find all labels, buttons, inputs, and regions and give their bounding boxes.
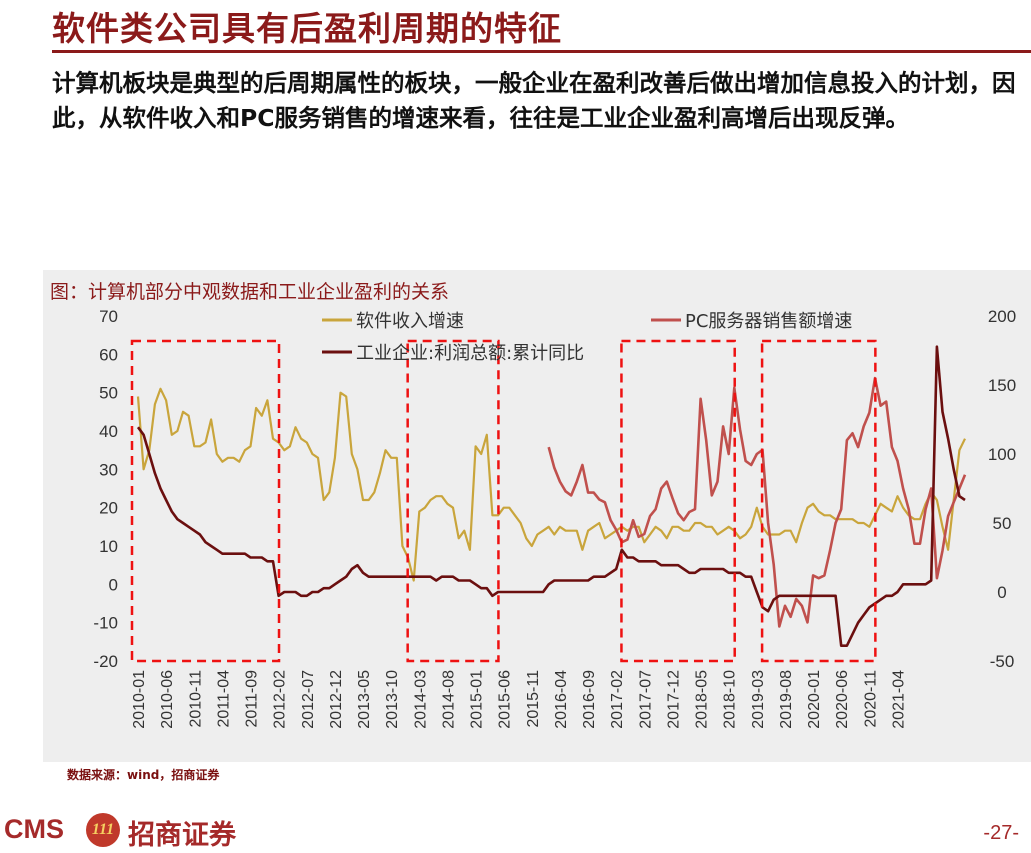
left-axis-tick-label: 30: [99, 460, 118, 479]
left-axis-tick-label: -10: [93, 614, 118, 633]
highlight-box: [406, 339, 500, 663]
x-axis-tick-label: 2020-11: [862, 670, 879, 728]
left-axis-tick-label: 50: [99, 384, 118, 403]
page-number: -27-: [983, 822, 1019, 844]
series-line-software-revenue: [136, 387, 966, 582]
x-axis-tick-label: 2014-03: [412, 670, 429, 729]
right-axis-tick-label: 150: [988, 376, 1016, 395]
highlight-box: [620, 339, 736, 663]
left-axis-tick-label: 20: [99, 499, 118, 518]
x-axis-tick-label: 2019-08: [778, 670, 795, 729]
right-axis-tick-label: 50: [993, 514, 1012, 533]
x-axis-tick-label: 2015-01: [469, 670, 486, 729]
x-axis-tick-label: 2020-06: [834, 670, 851, 729]
x-axis-tick-label: 2010-01: [131, 670, 148, 729]
x-axis-tick-label: 2013-10: [384, 670, 401, 729]
x-axis-tick-label: 2014-08: [440, 670, 457, 729]
series-line-pc-server-sales: [547, 376, 967, 628]
title-divider: [52, 50, 1031, 53]
series-line-industrial-profit: [136, 345, 966, 647]
left-axis-tick-label: 10: [99, 537, 118, 556]
left-axis-tick-label: 40: [99, 422, 118, 441]
company-name: 招商证券: [128, 820, 236, 851]
left-axis-tick-label: -20: [93, 652, 118, 671]
x-axis-tick-label: 2016-09: [581, 670, 598, 729]
chart-title: 图：计算机部分中观数据和工业企业盈利的关系: [50, 281, 450, 303]
x-axis-tick-label: 2018-10: [722, 670, 739, 729]
right-axis-tick-label: 0: [997, 583, 1006, 602]
cms-logo-icon: 111: [86, 813, 120, 847]
highlight-box: [130, 339, 281, 663]
cms-logo-text: CMS: [4, 814, 64, 844]
x-axis-tick-label: 2011-09: [244, 670, 261, 728]
x-axis-tick-label: 2010-06: [159, 670, 176, 729]
x-axis-tick-label: 2019-03: [750, 670, 767, 729]
chart-panel: [43, 270, 1031, 762]
x-axis-tick-label: 2016-04: [553, 670, 570, 729]
x-axis-tick-label: 2015-06: [497, 670, 514, 729]
x-axis-tick-label: 2011-04: [215, 670, 232, 728]
highlight-box: [760, 339, 877, 663]
legend-label: 软件收入增速: [356, 311, 464, 332]
x-axis-tick-label: 2012-02: [272, 670, 289, 729]
x-axis-tick-label: 2017-07: [637, 670, 654, 729]
x-axis-tick-label: 2021-04: [890, 670, 907, 729]
page-title: 软件类公司具有后盈利周期的特征: [52, 9, 562, 48]
x-axis-tick-label: 2017-02: [609, 670, 626, 729]
data-source: 数据来源：wind，招商证券: [67, 768, 220, 782]
right-axis-tick-label: 100: [988, 445, 1016, 464]
x-axis-tick-label: 2020-01: [806, 670, 823, 729]
right-axis-tick-label: -50: [990, 652, 1015, 671]
left-axis-tick-label: 70: [99, 307, 118, 326]
left-axis-tick-label: 60: [99, 345, 118, 364]
x-axis-tick-label: 2017-12: [665, 670, 682, 729]
x-axis-tick-label: 2018-05: [694, 670, 711, 729]
x-axis-tick-label: 2013-05: [356, 670, 373, 729]
body-paragraph: 计算机板块是典型的后周期属性的板块，一般企业在盈利改善后做出增加信息投入的计划，…: [52, 69, 1016, 132]
x-axis-tick-label: 2010-11: [187, 670, 204, 728]
x-axis-tick-label: 2012-12: [328, 670, 345, 729]
x-axis-tick-label: 2012-07: [300, 670, 317, 729]
left-axis-tick-label: 0: [109, 575, 118, 594]
x-axis-tick-label: 2015-11: [525, 670, 542, 728]
legend-label: PC服务器销售额增速: [685, 311, 852, 332]
right-axis-tick-label: 200: [988, 307, 1016, 326]
legend-label: 工业企业:利润总额:累计同比: [356, 343, 584, 364]
